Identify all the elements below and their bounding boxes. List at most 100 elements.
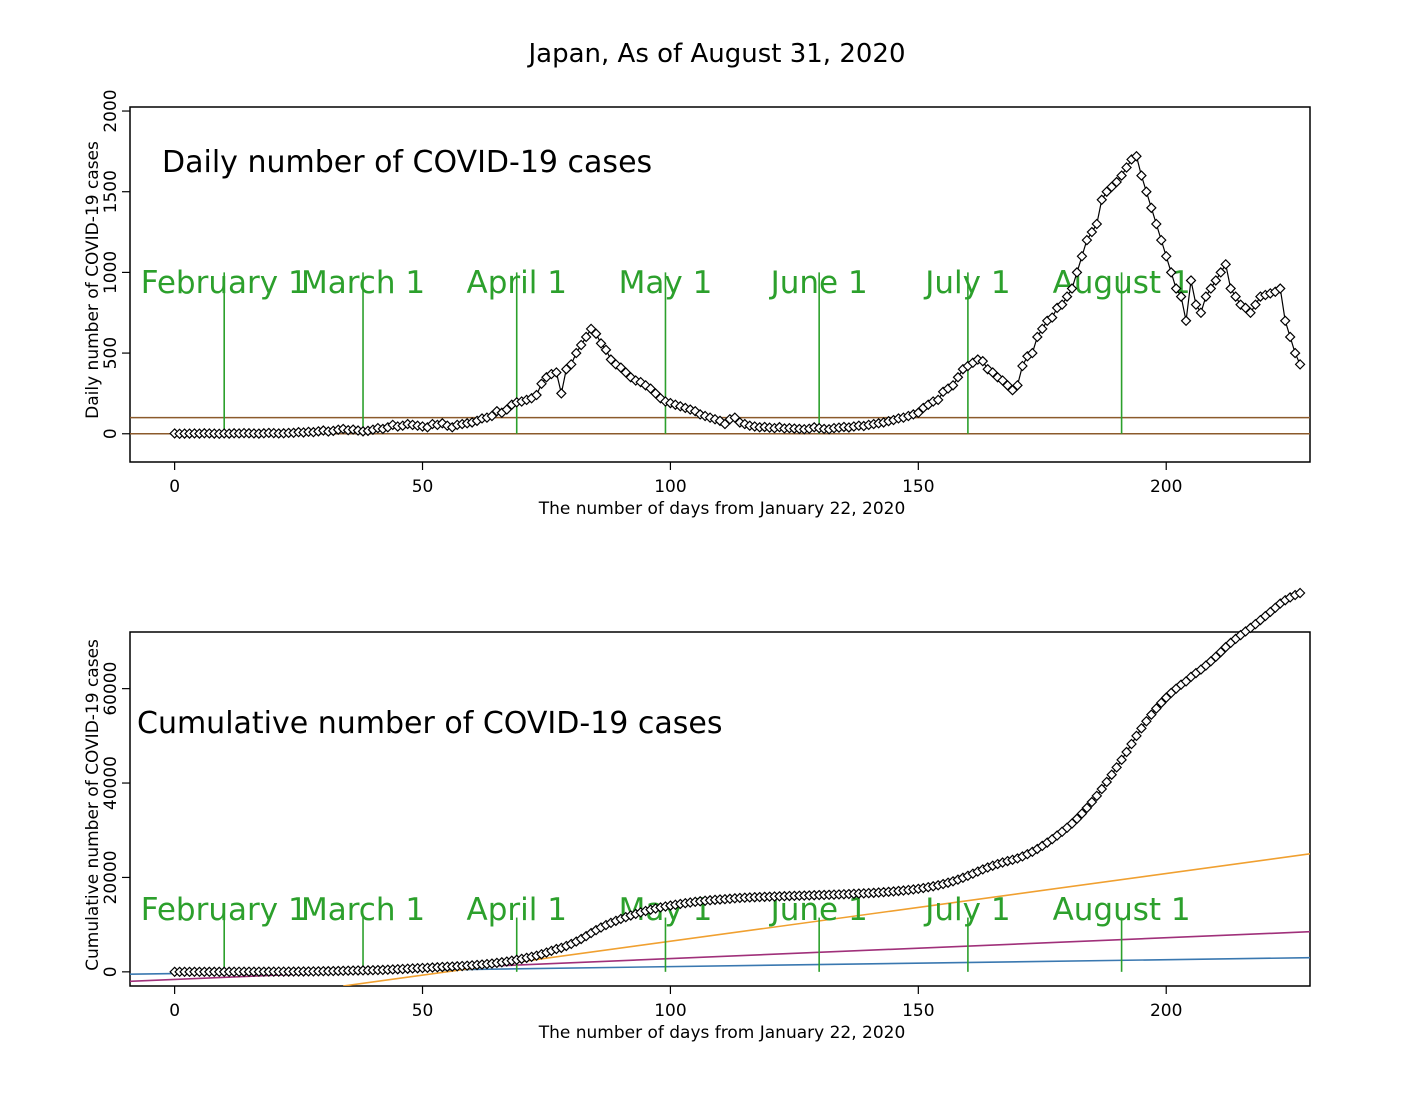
- daily-x-axis-label: The number of days from January 22, 2020: [538, 499, 906, 519]
- data-point: [1046, 312, 1058, 323]
- data-point: [531, 389, 542, 401]
- data-point: [1086, 796, 1098, 808]
- x-tick-label: 50: [412, 1001, 434, 1021]
- month-marker-label: March 1: [301, 265, 425, 301]
- y-tick-label: 60000: [101, 662, 121, 716]
- data-point: [1012, 380, 1023, 391]
- data-point: [1230, 291, 1241, 302]
- month-marker-label: June 1: [769, 265, 868, 301]
- cumulative-plot-frame: [129, 631, 1311, 987]
- x-tick-label: 50: [412, 477, 434, 497]
- daily-y-axis-label: Daily number of COVID-19 cases: [83, 141, 103, 419]
- daily-y-ticks: 0 500 1000 1500 2000: [101, 89, 130, 439]
- data-point: [1165, 267, 1177, 278]
- data-point: [1081, 802, 1093, 814]
- data-point: [1071, 813, 1083, 825]
- data-point: [551, 367, 562, 378]
- x-tick-label: 0: [169, 477, 180, 497]
- data-point: [1160, 250, 1172, 262]
- data-point: [1136, 170, 1147, 181]
- daily-panel-label: Daily number of COVID-19 cases: [162, 145, 652, 180]
- data-point: [1145, 709, 1157, 720]
- data-point: [1210, 275, 1222, 286]
- cumulative-panel: Cumulative number of COVID-19 cases The …: [83, 587, 1311, 1043]
- data-point: [1200, 291, 1212, 302]
- data-point: [1294, 359, 1306, 370]
- data-point: [1274, 283, 1286, 294]
- cumulative-y-ticks: 0 20000 40000 60000: [101, 662, 130, 977]
- data-point: [1066, 283, 1078, 294]
- cumulative-y-axis-label: Cumulative number of COVID-19 cases: [83, 639, 103, 971]
- data-point: [536, 378, 547, 390]
- data-point: [1294, 587, 1306, 599]
- cumulative-panel-label: Cumulative number of COVID-19 cases: [137, 706, 722, 741]
- x-tick-label: 100: [654, 477, 686, 497]
- x-tick-label: 100: [654, 1001, 686, 1021]
- data-point: [580, 331, 592, 343]
- data-point: [1185, 275, 1197, 286]
- data-point: [1091, 790, 1103, 802]
- data-point: [1056, 299, 1068, 311]
- data-point: [1215, 267, 1227, 278]
- data-point: [1145, 202, 1157, 214]
- data-point: [977, 355, 989, 367]
- month-marker-label: July 1: [923, 892, 1010, 928]
- data-point: [1121, 746, 1132, 758]
- y-tick-label: 1500: [101, 170, 121, 213]
- data-point: [992, 371, 1003, 383]
- data-point: [1121, 162, 1132, 173]
- data-point: [1225, 283, 1237, 294]
- data-point: [1126, 738, 1137, 750]
- data-point: [1215, 646, 1227, 658]
- month-marker-label: February 1: [141, 265, 308, 301]
- data-point: [1155, 697, 1167, 709]
- data-point: [1031, 331, 1043, 343]
- data-point: [1027, 347, 1038, 359]
- y-tick-label: 20000: [101, 850, 121, 904]
- data-point: [1081, 234, 1093, 246]
- data-point: [1036, 323, 1048, 335]
- data-point: [595, 338, 607, 349]
- data-point: [1106, 769, 1118, 781]
- data-point: [437, 417, 448, 429]
- data-point: [1111, 762, 1122, 773]
- data-point: [1141, 715, 1152, 727]
- data-point: [1096, 194, 1108, 206]
- data-point: [1279, 315, 1291, 327]
- x-tick-label: 200: [1150, 477, 1182, 497]
- data-point: [575, 339, 587, 351]
- data-point: [1116, 170, 1127, 181]
- data-point: [1284, 331, 1296, 343]
- data-point: [1180, 315, 1192, 327]
- data-point: [565, 359, 577, 370]
- y-tick-label: 500: [101, 337, 121, 369]
- figure-title: Japan, As of August 31, 2020: [527, 39, 906, 69]
- data-point: [1190, 299, 1202, 311]
- daily-plot-frame: [129, 106, 1311, 463]
- data-point: [1017, 360, 1028, 372]
- month-marker-label: April 1: [467, 265, 567, 301]
- data-point: [1175, 291, 1187, 302]
- data-point: [1205, 283, 1217, 294]
- data-point: [1116, 754, 1127, 766]
- data-point: [1101, 776, 1113, 788]
- daily-x-ticks: 0 50 100 150 200: [169, 462, 1182, 497]
- y-tick-label: 0: [101, 966, 121, 977]
- data-point: [1111, 176, 1122, 188]
- data-point: [1195, 307, 1207, 319]
- data-point: [1150, 703, 1162, 714]
- data-point: [1091, 218, 1103, 230]
- data-point: [1150, 218, 1162, 230]
- data-point: [1086, 226, 1098, 238]
- data-point: [590, 328, 602, 340]
- data-point: [1289, 347, 1301, 359]
- data-point: [1071, 267, 1083, 278]
- y-tick-label: 1000: [101, 251, 121, 294]
- data-point: [555, 388, 567, 399]
- month-marker-label: July 1: [923, 265, 1010, 301]
- y-tick-label: 40000: [101, 756, 121, 810]
- month-marker-label: April 1: [467, 892, 567, 928]
- data-point: [1076, 250, 1088, 262]
- data-point: [947, 380, 959, 391]
